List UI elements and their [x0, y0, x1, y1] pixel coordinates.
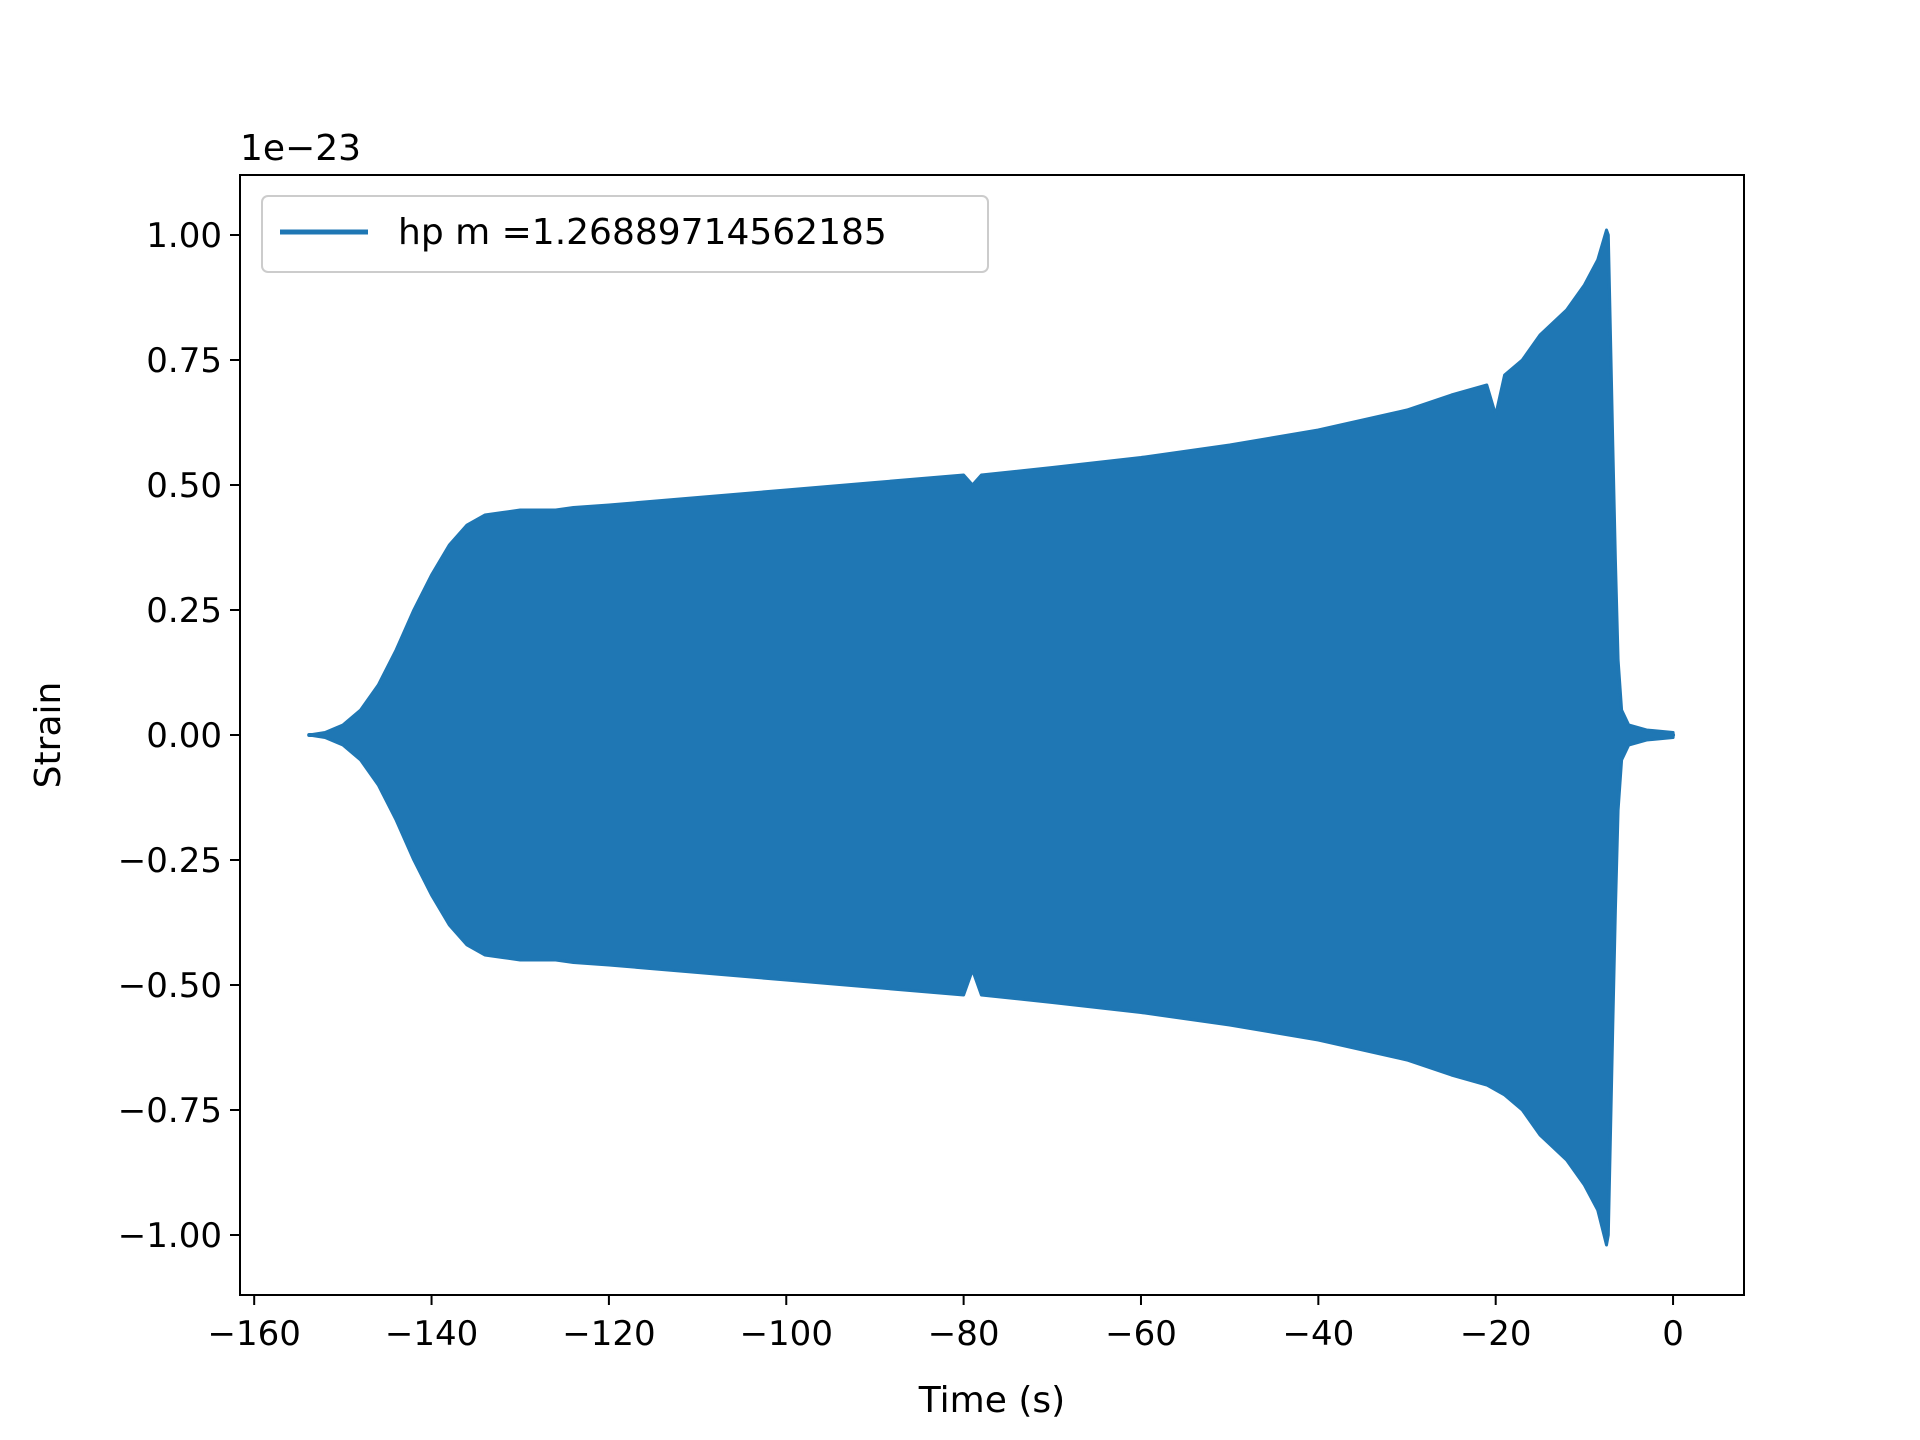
x-tick-label: −80: [928, 1314, 1000, 1354]
legend-label: hp m =1.26889714562185: [398, 212, 887, 253]
y-axis: 1.00 0.75 0.50 0.25 0.00 −0.25 −0.50 −0.75 −1.00: [118, 216, 240, 1256]
y-tick-label: 0.00: [146, 716, 222, 756]
legend-box: [261, 195, 989, 273]
y-tick-label: 1.00: [146, 216, 222, 256]
x-axis: −160 −140 −120 −100 −80 −60 −40 −20 0: [207, 1295, 1684, 1354]
x-tick-label: 0: [1662, 1314, 1684, 1354]
y-tick-label: −0.25: [118, 841, 222, 881]
x-tick-label: −40: [1282, 1314, 1354, 1354]
x-tick-label: −120: [562, 1314, 655, 1354]
y-tick-label: 0.50: [146, 466, 222, 506]
y-tick-label: 0.25: [146, 591, 222, 631]
y-tick-label: −0.75: [118, 1091, 222, 1131]
x-axis-label: Time (s): [918, 1380, 1065, 1421]
y-offset-label: 1e−23: [240, 128, 361, 169]
legend: hp m =1.26889714562185: [261, 195, 989, 273]
x-tick-label: −60: [1105, 1314, 1177, 1354]
x-tick-label: −160: [207, 1314, 300, 1354]
x-tick-label: −20: [1460, 1314, 1532, 1354]
y-tick-label: −0.50: [118, 966, 222, 1006]
y-axis-label: Strain: [28, 682, 69, 789]
y-tick-label: −1.00: [118, 1216, 222, 1256]
x-tick-label: −100: [740, 1314, 833, 1354]
y-tick-label: 0.75: [146, 341, 222, 381]
x-tick-label: −140: [385, 1314, 478, 1354]
plot-area: [307, 228, 1676, 1247]
